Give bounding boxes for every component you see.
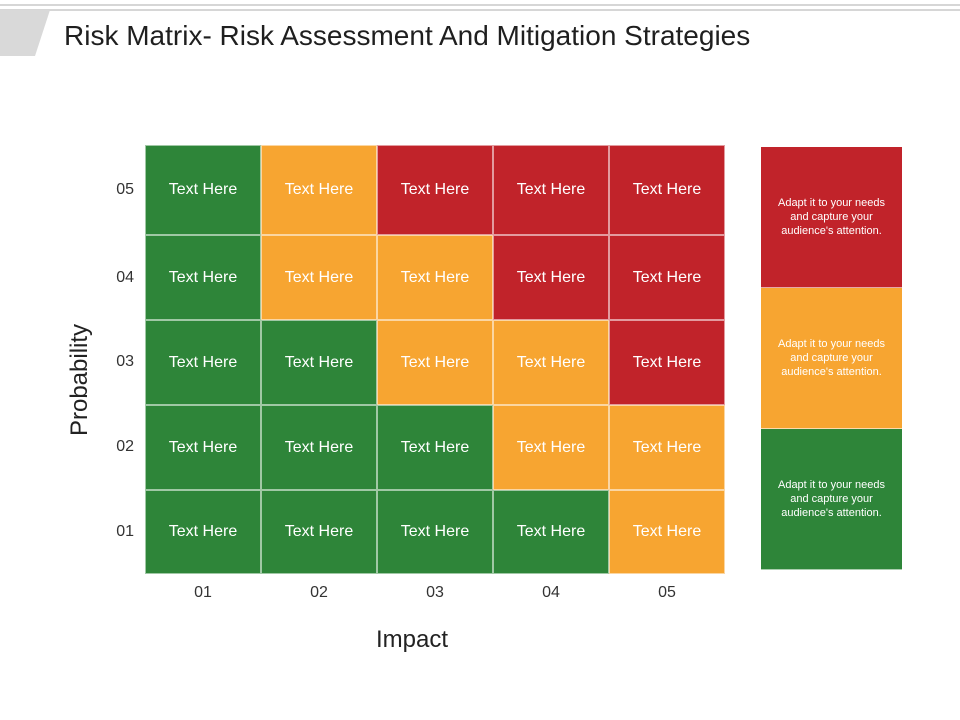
- y-axis-title: Probability: [66, 323, 93, 437]
- matrix-cell: Text Here: [145, 490, 261, 574]
- matrix-cell: Text Here: [145, 405, 261, 490]
- x-tick-label: 03: [426, 584, 444, 601]
- legend-box-red: Adapt it to your needs and capture your …: [761, 147, 902, 288]
- matrix-cell: Text Here: [261, 320, 377, 405]
- y-tick-label: 04: [116, 269, 134, 286]
- y-tick-label: 01: [116, 523, 134, 540]
- matrix-cell: Text Here: [493, 145, 609, 235]
- matrix-cell: Text Here: [377, 490, 493, 574]
- y-tick-label: 03: [116, 353, 134, 370]
- matrix-cell: Text Here: [377, 405, 493, 490]
- x-axis-title: Impact: [375, 626, 449, 653]
- y-tick-label: 05: [116, 181, 134, 198]
- matrix-cell: Text Here: [377, 320, 493, 405]
- legend-box-green: Adapt it to your needs and capture your …: [761, 429, 902, 570]
- risk-matrix-grid: Text Here Text Here Text Here Text Here Text…: [145, 145, 725, 574]
- matrix-cell: Text Here: [145, 235, 261, 320]
- x-tick-label: 05: [658, 584, 676, 601]
- x-tick-label: 02: [310, 584, 328, 601]
- matrix-cell: Text Here: [261, 145, 377, 235]
- matrix-cell: Text Here: [493, 320, 609, 405]
- top-rule: [0, 4, 960, 6]
- matrix-cell: Text Here: [609, 320, 725, 405]
- header-tab-decoration: [0, 10, 50, 56]
- matrix-cell: Text Here: [377, 145, 493, 235]
- matrix-cell: Text Here: [493, 405, 609, 490]
- legend-box-orange: Adapt it to your needs and capture your …: [761, 288, 902, 429]
- matrix-cell: Text Here: [493, 490, 609, 574]
- matrix-cell: Text Here: [145, 320, 261, 405]
- matrix-cell: Text Here: [377, 235, 493, 320]
- matrix-cell: Text Here: [493, 235, 609, 320]
- matrix-cell: Text Here: [609, 145, 725, 235]
- top-rule-2: [0, 9, 960, 11]
- matrix-cell: Text Here: [609, 490, 725, 574]
- matrix-cell: Text Here: [261, 235, 377, 320]
- matrix-cell: Text Here: [145, 145, 261, 235]
- matrix-cell: Text Here: [261, 405, 377, 490]
- matrix-cell: Text Here: [609, 405, 725, 490]
- x-tick-label: 01: [194, 584, 212, 601]
- x-tick-label: 04: [542, 584, 560, 601]
- y-tick-label: 02: [116, 438, 134, 455]
- matrix-cell: Text Here: [609, 235, 725, 320]
- page-title: Risk Matrix- Risk Assessment And Mitigat…: [64, 20, 751, 51]
- risk-legend: Adapt it to your needs and capture your …: [761, 147, 902, 570]
- matrix-cell: Text Here: [261, 490, 377, 574]
